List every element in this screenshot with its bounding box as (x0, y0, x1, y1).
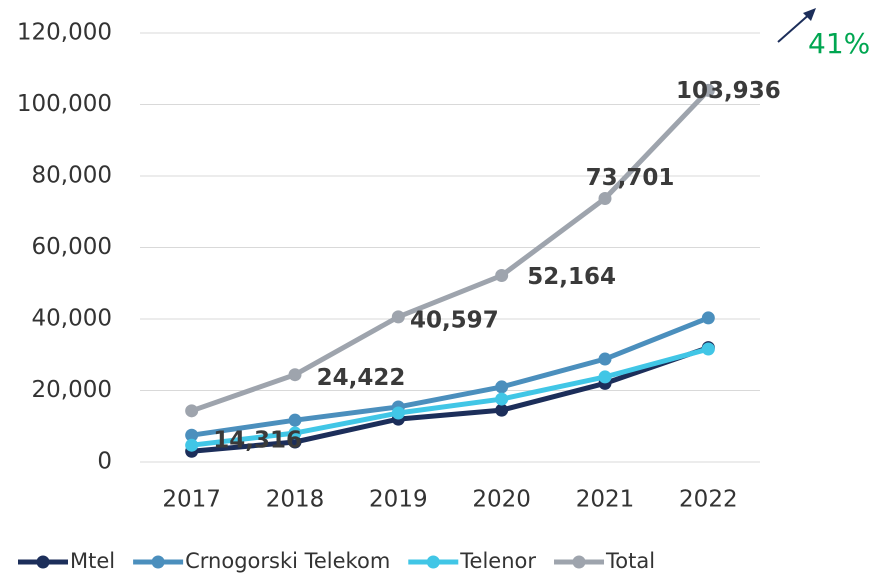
legend-marker (151, 555, 165, 569)
annotation-arrowhead (803, 8, 816, 21)
y-tick-label: 20,000 (32, 377, 112, 403)
point (391, 310, 405, 324)
legend-marker (572, 555, 586, 569)
point (185, 438, 199, 452)
series-line (191, 345, 710, 454)
point (185, 404, 199, 418)
point (495, 269, 509, 283)
data-label: 14,316 (213, 427, 302, 453)
point (391, 406, 405, 420)
y-tick-label: 60,000 (32, 234, 112, 260)
point (288, 368, 302, 382)
series-line (191, 315, 710, 438)
data-label: 52,164 (527, 264, 616, 290)
legend-label: Telenor (459, 549, 536, 573)
data-label: 24,422 (317, 365, 406, 391)
x-tick-label: 2018 (266, 487, 325, 513)
point (598, 370, 612, 384)
x-tick-label: 2017 (162, 487, 221, 513)
point (495, 403, 509, 417)
legend-label: Total (605, 549, 655, 573)
annotation-arrow (777, 11, 813, 43)
y-tick-label: 100,000 (17, 91, 112, 117)
x-tick-label: 2019 (369, 487, 428, 513)
y-tick-label: 80,000 (32, 163, 112, 189)
point (701, 311, 715, 325)
point (288, 426, 302, 440)
point (598, 352, 612, 366)
point (288, 413, 302, 427)
data-label: 103,936 (676, 78, 781, 104)
point (495, 380, 509, 394)
point (701, 342, 715, 356)
series-line (191, 346, 709, 448)
data-label: 73,701 (586, 165, 675, 191)
x-tick-label: 2021 (576, 487, 635, 513)
x-tick-label: 2020 (472, 487, 531, 513)
y-tick-label: 120,000 (17, 20, 112, 46)
y-tick-label: 40,000 (32, 306, 112, 332)
point (288, 435, 302, 449)
data-label: 40,597 (410, 307, 499, 333)
point (598, 192, 612, 206)
series-line (190, 88, 711, 414)
point (495, 392, 509, 406)
legend-label: Crnogorski Telekom (185, 549, 390, 573)
x-tick-label: 2022 (679, 487, 738, 513)
legend-marker (426, 555, 440, 569)
annotation: 41% (808, 27, 870, 60)
y-tick-label: 0 (97, 449, 112, 475)
point (701, 83, 715, 97)
legend-marker (36, 555, 50, 569)
legend-label: Mtel (70, 549, 115, 573)
point (185, 428, 199, 442)
